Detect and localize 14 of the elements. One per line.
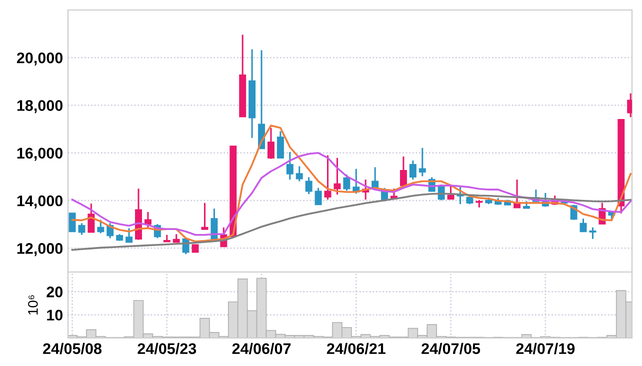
x-tick-label: 24/05/23 [138, 342, 196, 354]
y-tick-label: 14,000 [17, 195, 63, 208]
x-tick-label: 24/06/21 [326, 342, 386, 354]
y-tick-label: 18,000 [17, 100, 63, 114]
x-tick-label: 24/05/08 [43, 342, 102, 354]
y-tick-label: 20 [46, 286, 63, 298]
x-tick-label: 24/07/05 [422, 342, 480, 354]
y-tick-label: 16,000 [17, 148, 63, 161]
y-tick-label: 20,000 [16, 52, 63, 66]
x-tick-label: 24/06/07 [232, 342, 291, 354]
x-tick-label: 24/07/19 [516, 342, 575, 354]
y-axis-title: 10⁶ [28, 295, 38, 315]
y-tick-label: 12,000 [17, 243, 63, 256]
y-tick-label: 10 [47, 310, 63, 321]
